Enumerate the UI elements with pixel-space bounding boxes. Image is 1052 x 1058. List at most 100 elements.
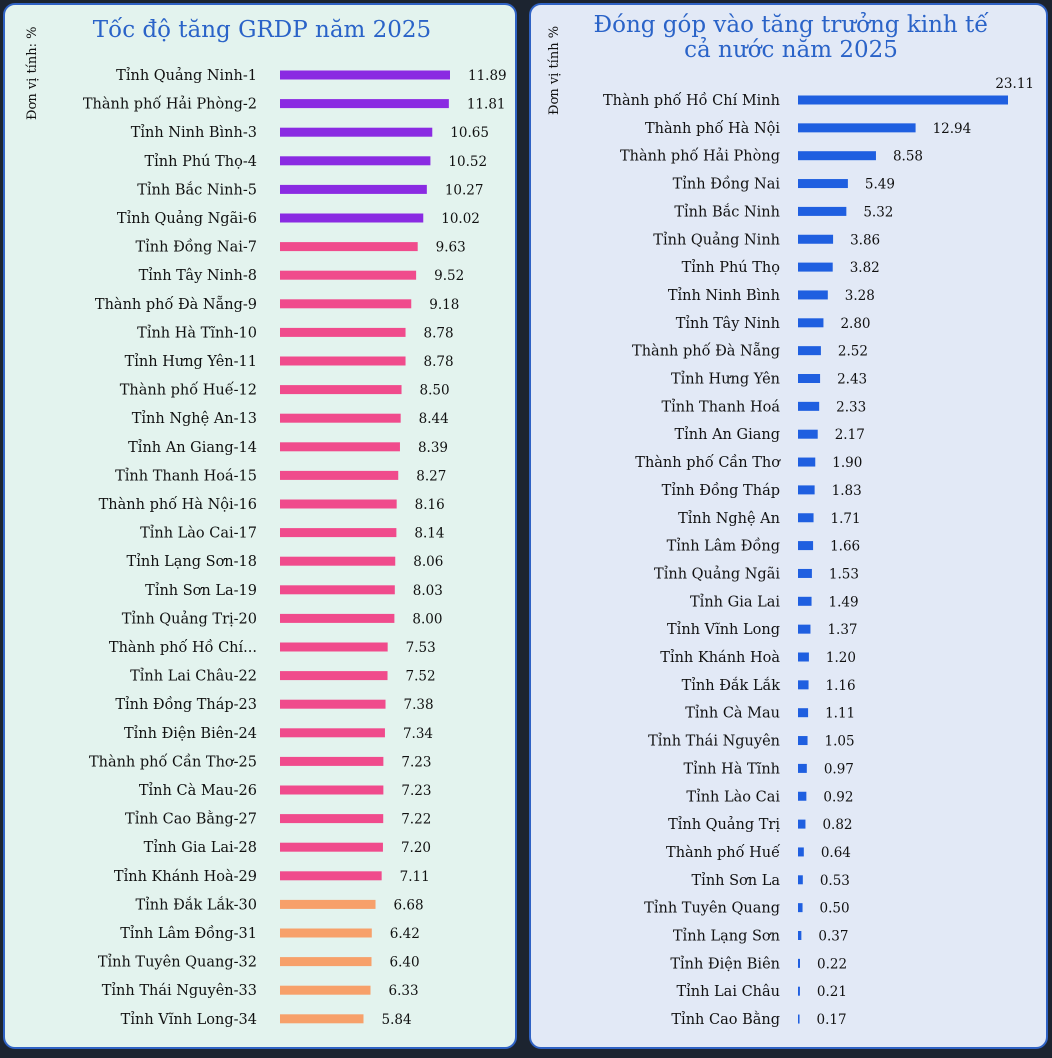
value-label: 1.66 [830,539,860,555]
contribution-title: Đóng góp vào tăng trưởng kinh tế cả nước… [551,13,1031,63]
bar [280,642,388,652]
category-label: Tỉnh Khánh Hoà [660,649,780,666]
category-label: Thành phố Huế [666,844,781,861]
value-label: 7.34 [403,726,433,742]
bar [798,819,806,829]
category-label: Thành phố Hà Nội-16 [99,496,257,513]
bar [798,151,876,161]
bar [798,986,800,996]
category-label: Tỉnh Ninh Bình-3 [131,124,257,141]
value-label: 8.50 [420,383,450,399]
value-label: 0.64 [821,845,851,861]
value-label: 10.65 [450,125,489,141]
category-label: Tỉnh Quảng Ninh-1 [116,67,257,84]
category-label: Tỉnh Thanh Hoá-15 [115,467,257,484]
bar [798,1014,800,1024]
value-label: 7.23 [401,754,431,770]
bar [798,234,834,244]
category-label: Tỉnh Quảng Trị-20 [122,610,257,627]
bar [280,299,412,309]
bar [798,791,807,801]
value-label: 0.50 [820,901,850,917]
category-label: Tỉnh Thái Nguyên [648,733,780,750]
grdp-growth-chart: Tỉnh Quảng Ninh-1 11.89 Thành phố Hải Phòn… [83,67,507,1028]
bar [280,528,397,538]
bar [798,346,821,356]
bar [798,290,828,300]
bar [798,179,848,189]
value-label: 10.02 [441,211,480,227]
value-label: 12.94 [933,121,972,137]
bar [280,413,401,423]
bar [280,99,449,109]
value-label: 3.82 [850,260,880,276]
value-label: 11.81 [467,97,506,113]
category-label: Tỉnh Cà Mau-26 [139,782,257,799]
category-label: Tỉnh Đồng Tháp [662,482,780,499]
bar [798,931,802,940]
value-label: 7.22 [401,812,431,828]
contribution-chart: Thành phố Hồ Chí Minh 23.11 Thành phố Hà N… [603,76,1034,1028]
bar [798,763,807,773]
value-label: 5.49 [865,177,895,193]
value-label: 9.18 [429,297,459,313]
bar [280,785,384,795]
bar [798,513,814,523]
value-label: 1.05 [825,734,855,750]
category-label: Tỉnh Lào Cai-17 [140,525,257,542]
bar [280,556,396,566]
value-label: 8.06 [413,554,443,570]
bar [280,1014,364,1024]
value-label: 1.53 [829,566,859,582]
bar [798,206,847,216]
bar [280,70,450,80]
contribution-panel: Đóng góp vào tăng trưởng kinh tế cả nước… [529,3,1048,1049]
bar [798,568,812,578]
bar [798,903,803,913]
bar [280,613,395,623]
value-label: 7.52 [406,669,436,685]
bar [798,457,816,467]
category-label: Thành phố Đà Nẵng [632,343,780,360]
category-label: Tỉnh Quảng Ngãi [654,565,780,582]
value-label: 8.16 [415,497,445,513]
bar [798,596,812,606]
bar [280,442,400,452]
category-label: Tỉnh Gia Lai-28 [144,839,257,856]
category-label: Thành phố Hồ Chí... [109,639,257,656]
value-label: 6.33 [389,983,419,999]
value-label: 6.40 [390,955,420,971]
value-label: 1.90 [832,455,862,471]
category-label: Tỉnh Sơn La [692,872,781,889]
category-label: Tỉnh Tây Ninh [676,315,780,332]
value-label: 5.32 [863,204,893,220]
category-label: Tỉnh Thái Nguyên-33 [102,982,257,999]
bar [798,374,821,383]
category-label: Tỉnh Đắk Lắk-30 [136,895,258,913]
category-label: Thành phố Hải Phòng [620,148,780,165]
value-label: 1.11 [825,706,855,722]
category-label: Tỉnh Cà Mau [685,705,780,722]
category-label: Tỉnh Lai Châu-22 [130,668,257,685]
value-label: 11.89 [468,68,507,84]
value-label: 0.22 [817,956,847,972]
contribution-title-line-1: Đóng góp vào tăng trưởng kinh tế [593,12,989,38]
bar [280,127,433,137]
value-label: 7.11 [400,869,430,885]
category-label: Tỉnh Quảng Ninh [653,231,780,248]
value-label: 10.52 [448,154,487,170]
value-label: 0.97 [824,761,854,777]
category-label: Thành phố Hải Phòng-2 [83,96,257,113]
category-label: Tỉnh Cao Bằng [671,1010,780,1028]
category-label: Tỉnh Lâm Đồng [667,538,780,555]
value-label: 0.82 [822,817,852,833]
category-label: Tỉnh Nghệ An-13 [132,410,257,427]
bar [280,327,406,337]
value-label: 1.83 [832,483,862,499]
bar [280,184,427,194]
value-label: 5.84 [381,1012,411,1028]
bar [280,270,417,280]
category-label: Tỉnh Điện Biên [670,955,780,972]
bar [798,708,809,718]
category-label: Tỉnh Đắk Lắk [682,676,781,694]
